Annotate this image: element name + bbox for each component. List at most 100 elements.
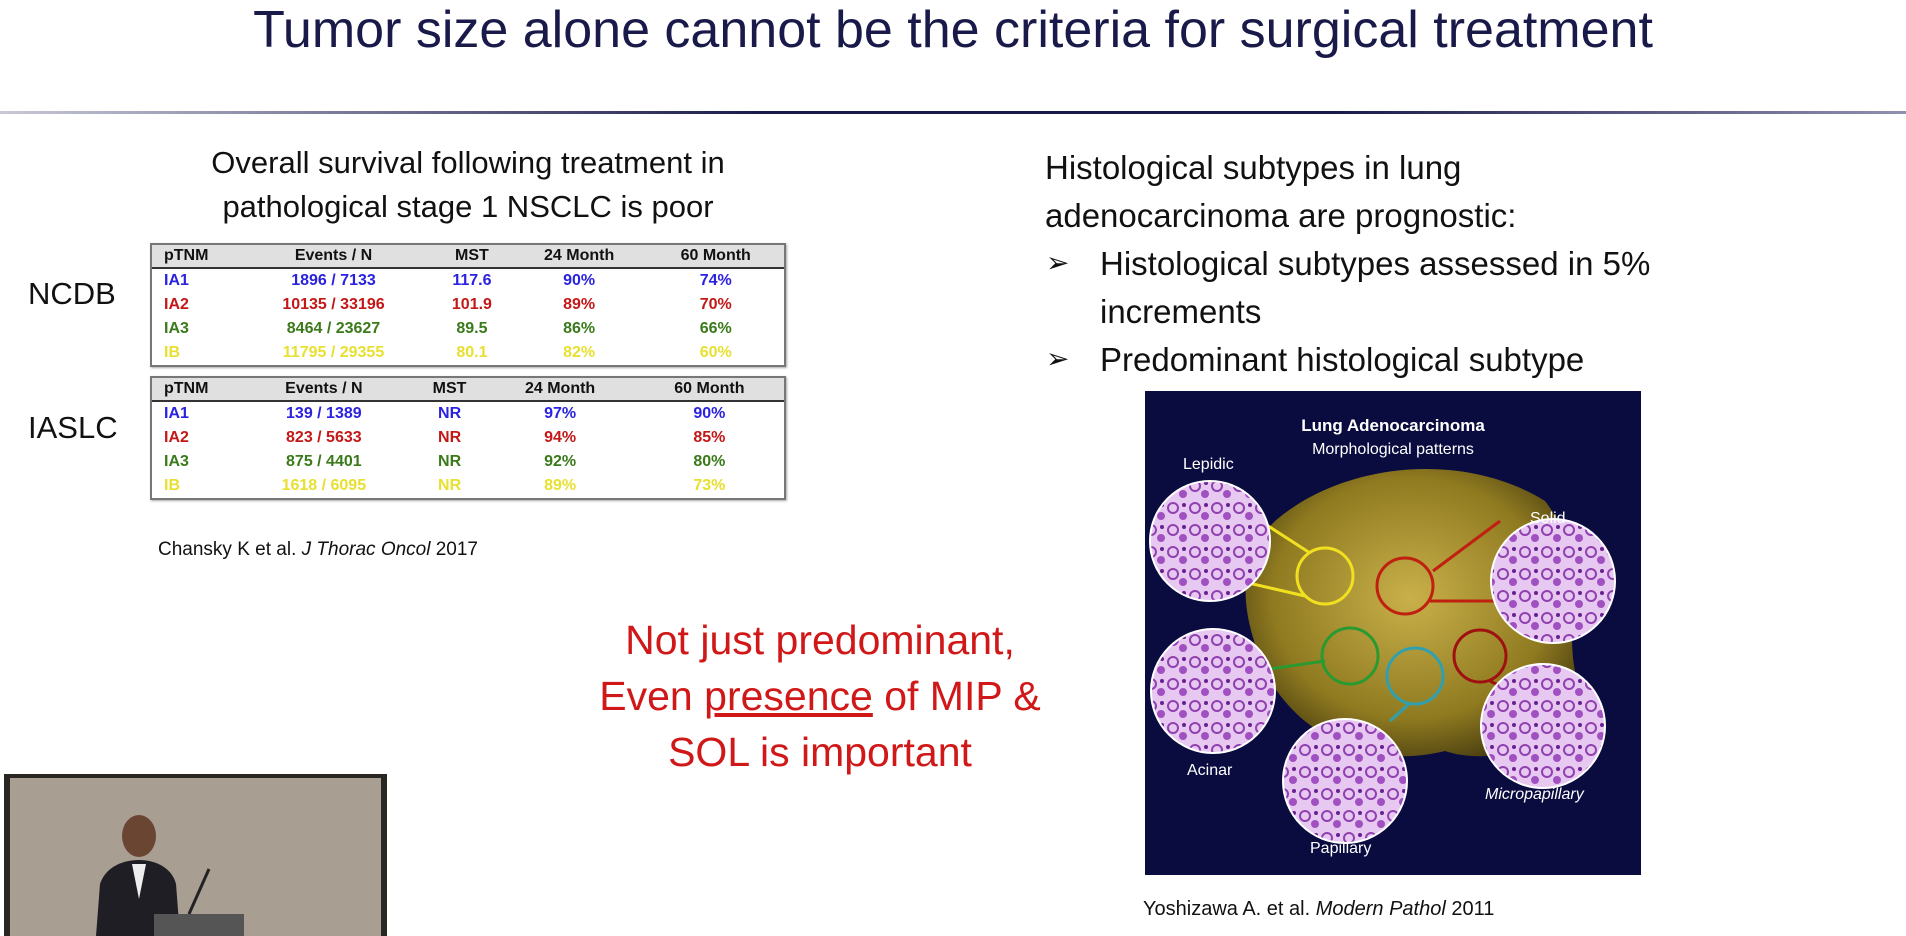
bullet: Predominant histological subtype (1100, 341, 1585, 378)
table-cell: 823 / 5633 (286, 429, 362, 446)
survival-table: pTNM Events / N MST 24 Month 60 Month IA1 1896… (152, 245, 784, 365)
citation-journal: J Thorac Oncol (301, 539, 431, 560)
bullet-arrow: ➢ (1046, 247, 1070, 278)
histology-circles (1149, 480, 1616, 844)
table-cell: 875 / 4401 (286, 453, 362, 470)
figure-label: Lepidic (1183, 456, 1234, 473)
citation: Yoshizawa A. et al. Modern Pathol 2011 (1143, 898, 1494, 921)
table-cell: NR (438, 477, 462, 494)
table-cell: NR (438, 429, 462, 446)
column-header: MST (433, 245, 511, 269)
table-box: pTNM Events / N MST 24 Month 60 Month IA1 1896… (150, 243, 786, 367)
citation: Chansky K et al. J Thorac Oncol 2017 (158, 539, 478, 561)
slide-title: Tumor size alone cannot be the criteria … (253, 1, 1653, 59)
table-cell: 89% (544, 477, 577, 494)
table-row: IA2 10135 / 33196 101.9 89% 70% (152, 293, 784, 317)
right-heading: adenocarcinoma are prognostic: (1045, 197, 1517, 234)
column-header: pTNM (152, 245, 234, 269)
table-cell: IA3 (164, 453, 189, 470)
table-cell: 90% (693, 405, 726, 422)
table-row: IA3 8464 / 23627 89.5 86% 66% (152, 317, 784, 341)
table-cell: IA2 (164, 296, 189, 313)
column-header: Events / N (234, 245, 433, 269)
table-cell: 92% (544, 453, 577, 470)
citation-year: 2017 (435, 539, 479, 560)
bullet: Histological subtypes assessed in 5% inc… (1100, 245, 1651, 330)
figure-label: Acinar (1187, 762, 1233, 779)
table-cell: 1896 / 7133 (291, 272, 376, 289)
note: Not just predominant, Even presence of M… (520, 612, 1120, 780)
table-cell: 97% (544, 405, 577, 422)
figure-label: Solid (1530, 510, 1566, 527)
table-cell: 80% (693, 453, 726, 470)
speaker-video (4, 774, 387, 936)
header-row: pTNM Events / N MST 24 Month 60 Month (152, 245, 784, 269)
figure-label: Micropapillary (1485, 786, 1585, 803)
table-cell: 101.9 (451, 296, 492, 313)
note-emphasis: presence (704, 673, 873, 719)
note-line: Even presence of MIP & (520, 668, 1120, 724)
table-cell: 80.1 (456, 344, 488, 361)
table-cell: 86% (563, 320, 596, 337)
table-cell: 8464 / 23627 (286, 320, 381, 337)
table-cell: 66% (699, 320, 732, 337)
citation-year: 2011 (1451, 898, 1495, 920)
table-cell: NR (438, 405, 462, 422)
header-row: pTNM Events / N MST 24 Month 60 Month (152, 378, 784, 402)
bullet-arrow: ➢ (1046, 343, 1070, 374)
table-cell: 10135 / 33196 (282, 296, 385, 313)
table-label: IASLC (28, 410, 118, 445)
table-row: IB 1618 / 6095 NR 89% 73% (152, 474, 784, 498)
table-cell: IA1 (164, 405, 189, 422)
citation-authors: Yoshizawa A. et al. (1143, 898, 1311, 920)
table-cell: 82% (563, 344, 596, 361)
table-cell: 139 / 1389 (286, 405, 362, 422)
column-header: pTNM (152, 378, 234, 402)
citation-authors: Chansky K et al. (158, 539, 297, 560)
table-row: IA1 139 / 1389 NR 97% 90% (152, 401, 784, 426)
citation-journal: Modern Pathol (1315, 898, 1446, 920)
table-cell: IA3 (164, 320, 189, 337)
figure: Lung Adenocarcinoma Morphological patter… (1145, 391, 1641, 875)
table-cell: 89.5 (456, 320, 488, 337)
table-label: NCDB (28, 276, 116, 311)
left-heading: Overall survival following treatment in (211, 145, 725, 180)
table-cell: 11795 / 29355 (282, 344, 385, 361)
right-heading: Histological subtypes in lung (1045, 149, 1462, 186)
column-header: 24 Month (485, 378, 635, 402)
table-box: pTNM Events / N MST 24 Month 60 Month IA1 139 … (150, 376, 786, 500)
note-line: Not just predominant, (625, 617, 1015, 663)
survival-table: pTNM Events / N MST 24 Month 60 Month IA1 139 … (152, 378, 784, 498)
table-row: IB 11795 / 29355 80.1 82% 60% (152, 341, 784, 365)
column-header: 24 Month (510, 245, 648, 269)
table-cell: 70% (699, 296, 732, 313)
table-cell: 73% (693, 477, 726, 494)
table-cell: NR (438, 453, 462, 470)
figure-label: Papillary (1310, 840, 1371, 857)
table-cell: IB (164, 477, 180, 494)
note-line: SOL is important (668, 729, 972, 775)
note-text: of MIP & (884, 673, 1041, 719)
table-cell: IA2 (164, 429, 189, 446)
column-header: MST (413, 378, 486, 402)
figure-subtitle: Morphological patterns (1312, 441, 1474, 458)
table-cell: 89% (563, 296, 596, 313)
column-header: 60 Month (634, 378, 784, 402)
table-row: IA1 1896 / 7133 117.6 90% 74% (152, 268, 784, 293)
note-text: Even (599, 673, 693, 719)
table-cell: 94% (544, 429, 577, 446)
table-cell: IB (164, 344, 180, 361)
table-cell: 85% (693, 429, 726, 446)
table-cell: 117.6 (452, 272, 492, 289)
table-cell: 74% (699, 272, 732, 289)
table-cell: 60% (699, 344, 732, 361)
column-header: Events / N (234, 378, 414, 402)
table-row: IA2 823 / 5633 NR 94% 85% (152, 426, 784, 450)
figure-title: Lung Adenocarcinoma (1301, 416, 1485, 435)
table-cell: 1618 / 6095 (281, 477, 367, 494)
left-heading: pathological stage 1 NSCLC is poor (222, 189, 714, 224)
table-cell: 90% (563, 272, 596, 289)
column-header: 60 Month (647, 245, 784, 269)
table-row: IA3 875 / 4401 NR 92% 80% (152, 450, 784, 474)
